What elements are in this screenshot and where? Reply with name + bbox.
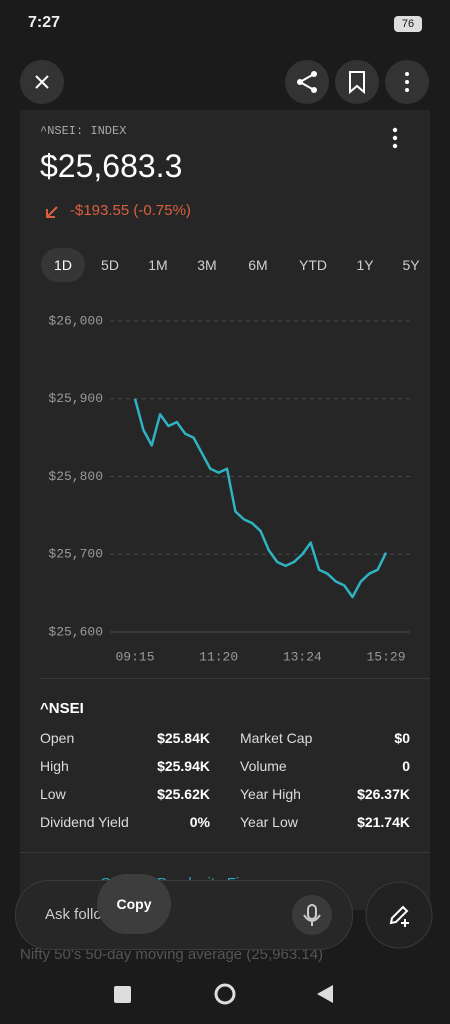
stat-label: Market Cap xyxy=(240,730,313,746)
down-arrow xyxy=(46,206,58,218)
stat-value: $25.84K xyxy=(157,730,210,746)
top-bar xyxy=(20,60,429,104)
copy-tooltip[interactable]: Copy xyxy=(97,874,171,934)
status-time: 7:27 xyxy=(28,14,61,31)
divider xyxy=(40,678,430,679)
battery: 76 xyxy=(394,16,422,32)
share-button[interactable] xyxy=(285,60,329,104)
y-tick-label: $25,600 xyxy=(48,624,103,639)
chart: $25,600 $25,700 $25,800 $25,900 $26,000 09:15… xyxy=(48,313,410,664)
stat-label: Dividend Yield xyxy=(40,814,129,830)
nav-bar xyxy=(0,966,450,1024)
x-tick-label: 13:24 xyxy=(283,649,322,664)
stat-label: High xyxy=(40,758,69,774)
stat-label: Volume xyxy=(240,758,287,774)
nav-buttons xyxy=(114,983,333,1005)
menu-button[interactable] xyxy=(385,60,429,104)
y-tick-label: $26,000 xyxy=(48,313,103,328)
composer-placeholder: Ask follow-up xyxy=(45,906,105,923)
price: $25,683.3 xyxy=(40,148,183,184)
stat-value: 0 xyxy=(402,758,410,774)
symbol-label: ^NSEI: INDEX xyxy=(40,124,127,138)
home-button[interactable] xyxy=(214,983,236,1005)
range-tab[interactable]: 1D xyxy=(41,248,85,282)
range-tab[interactable]: 5D xyxy=(101,257,119,273)
range-tab[interactable]: 6M xyxy=(248,257,268,273)
mic-button[interactable] xyxy=(292,895,332,935)
divider xyxy=(20,852,430,853)
x-tick-label: 09:15 xyxy=(115,649,154,664)
x-tick-label: 11:20 xyxy=(199,649,238,664)
y-tick-label: $25,800 xyxy=(48,469,103,484)
x-tick-label: 15:29 xyxy=(366,649,405,664)
range-tab[interactable]: 1M xyxy=(148,257,168,273)
stat-value: $26.37K xyxy=(357,786,410,802)
finance-card xyxy=(20,110,430,910)
suggestion[interactable]: Nifty 50's 50-day moving average (25,963… xyxy=(20,946,324,963)
stat-value: $25.62K xyxy=(157,786,210,802)
stat-label: Low xyxy=(40,786,66,802)
range-tab[interactable]: YTD xyxy=(299,257,327,273)
range-tab[interactable]: 1Y xyxy=(356,257,374,273)
stat-label: Year Low xyxy=(240,814,298,830)
range-tab[interactable]: 3M xyxy=(197,257,217,273)
stat-value: $0 xyxy=(394,730,410,746)
back-button[interactable] xyxy=(317,985,333,1003)
y-tick-label: $25,700 xyxy=(48,547,103,562)
stat-value: $25.94K xyxy=(157,758,210,774)
stat-value: 0% xyxy=(189,814,210,830)
stats-title: ^NSEI xyxy=(40,700,84,717)
stat-value: $21.74K xyxy=(357,814,410,830)
stat-label: Open xyxy=(40,730,75,746)
stat-label: Year High xyxy=(240,786,301,802)
close-button[interactable] xyxy=(20,60,64,104)
range-tab[interactable]: 5Y xyxy=(402,257,420,273)
y-tick-label: $25,900 xyxy=(48,391,103,406)
change: -$193.55 (-0.75%) xyxy=(70,202,191,219)
new-thread-button[interactable] xyxy=(365,881,433,949)
card-menu[interactable] xyxy=(385,126,405,152)
bookmark-button[interactable] xyxy=(335,60,379,104)
price-line xyxy=(133,398,388,599)
recents-button[interactable] xyxy=(114,986,131,1003)
